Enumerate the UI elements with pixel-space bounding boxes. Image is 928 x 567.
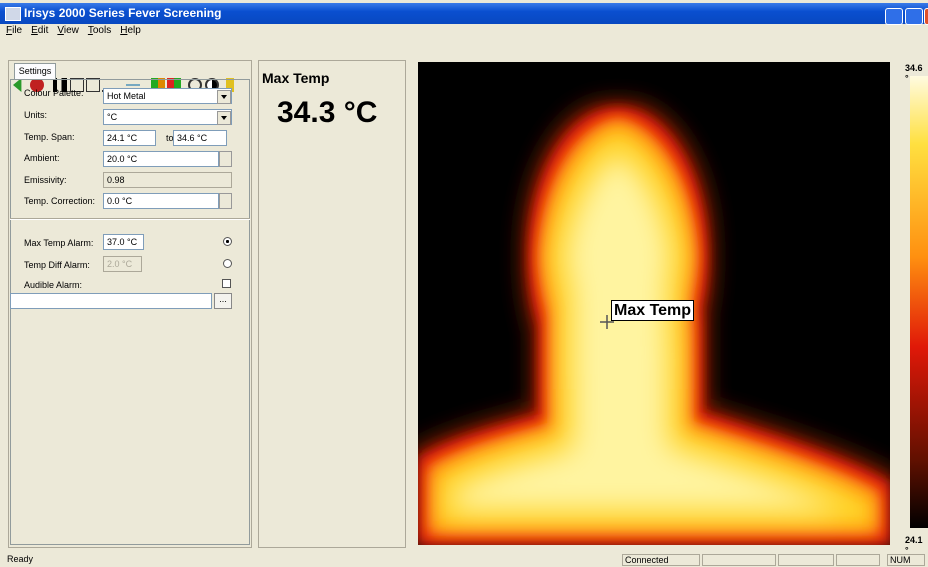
status-pane bbox=[836, 554, 880, 566]
app-icon bbox=[5, 7, 21, 21]
span-to-input[interactable]: 34.6 °C bbox=[173, 130, 227, 146]
ambient-input[interactable]: 20.0 °C bbox=[103, 151, 219, 167]
status-pane bbox=[702, 554, 776, 566]
close-button[interactable] bbox=[924, 8, 928, 25]
readout-pane bbox=[258, 60, 406, 548]
sound-file-input[interactable] bbox=[10, 293, 212, 309]
title-bar: Irisys 2000 Series Fever Screening bbox=[0, 3, 928, 24]
minimize-button[interactable] bbox=[885, 8, 903, 25]
diff-alarm-radio[interactable] bbox=[223, 259, 232, 268]
status-num: NUM bbox=[887, 554, 925, 566]
readout-label: Max Temp bbox=[262, 70, 329, 86]
menu-item[interactable]: File bbox=[6, 25, 22, 36]
field-label: Emissivity: bbox=[24, 175, 67, 185]
marker-label: Max Temp bbox=[611, 300, 694, 321]
browse-button[interactable]: ... bbox=[214, 293, 232, 309]
field-label: Temp Diff Alarm: bbox=[24, 260, 90, 270]
tab-page bbox=[10, 79, 250, 545]
palette-dropdown[interactable]: Hot Metal bbox=[103, 88, 232, 104]
scale-max-label: 34.6 ° bbox=[905, 63, 928, 83]
readout-value: 34.3 °C bbox=[277, 96, 377, 130]
field-label: Audible Alarm: bbox=[24, 280, 82, 290]
toolbar bbox=[0, 38, 928, 58]
field-label: Colour Palette: bbox=[24, 88, 84, 98]
correction-input[interactable]: 0.0 °C bbox=[103, 193, 219, 209]
menu-item[interactable]: Tools bbox=[88, 25, 111, 36]
emissivity-field: 0.98 bbox=[103, 172, 232, 188]
max-alarm-radio[interactable] bbox=[223, 237, 232, 246]
dropdown-value: °C bbox=[107, 112, 117, 122]
colour-scale bbox=[910, 76, 928, 528]
field-label: Temp. Correction: bbox=[24, 196, 95, 206]
field-label: Temp. Span: bbox=[24, 132, 75, 142]
diff-alarm-input: 2.0 °C bbox=[103, 256, 142, 272]
status-connection: Connected bbox=[622, 554, 700, 566]
dropdown-arrow[interactable] bbox=[217, 111, 231, 125]
field-label: Max Temp Alarm: bbox=[24, 238, 93, 248]
menu-item[interactable]: Help bbox=[120, 25, 141, 36]
status-message: Ready bbox=[5, 554, 33, 566]
maximize-button[interactable] bbox=[905, 8, 923, 25]
separator bbox=[10, 218, 250, 220]
spin-button[interactable] bbox=[219, 193, 232, 209]
max-alarm-input[interactable]: 37.0 °C bbox=[103, 234, 144, 250]
status-pane bbox=[778, 554, 834, 566]
dropdown-arrow[interactable] bbox=[217, 90, 231, 104]
dropdown-value: Hot Metal bbox=[107, 91, 146, 101]
span-from-input[interactable]: 24.1 °C bbox=[103, 130, 156, 146]
scale-min-label: 24.1 ° bbox=[905, 535, 928, 555]
audible-checkbox[interactable] bbox=[222, 279, 231, 288]
menu-bar: File Edit View Tools Help bbox=[0, 24, 928, 38]
field-label: Units: bbox=[24, 110, 47, 120]
menu-item[interactable]: View bbox=[57, 25, 79, 36]
app-window: Irisys 2000 Series Fever Screening File E… bbox=[0, 0, 928, 567]
settings-tab[interactable]: Settings bbox=[14, 63, 56, 80]
spin-button[interactable] bbox=[219, 151, 232, 167]
field-label: Ambient: bbox=[24, 153, 60, 163]
window-title: Irisys 2000 Series Fever Screening bbox=[24, 6, 221, 20]
menu-item[interactable]: Edit bbox=[31, 25, 48, 36]
units-dropdown[interactable]: °C bbox=[103, 109, 232, 125]
